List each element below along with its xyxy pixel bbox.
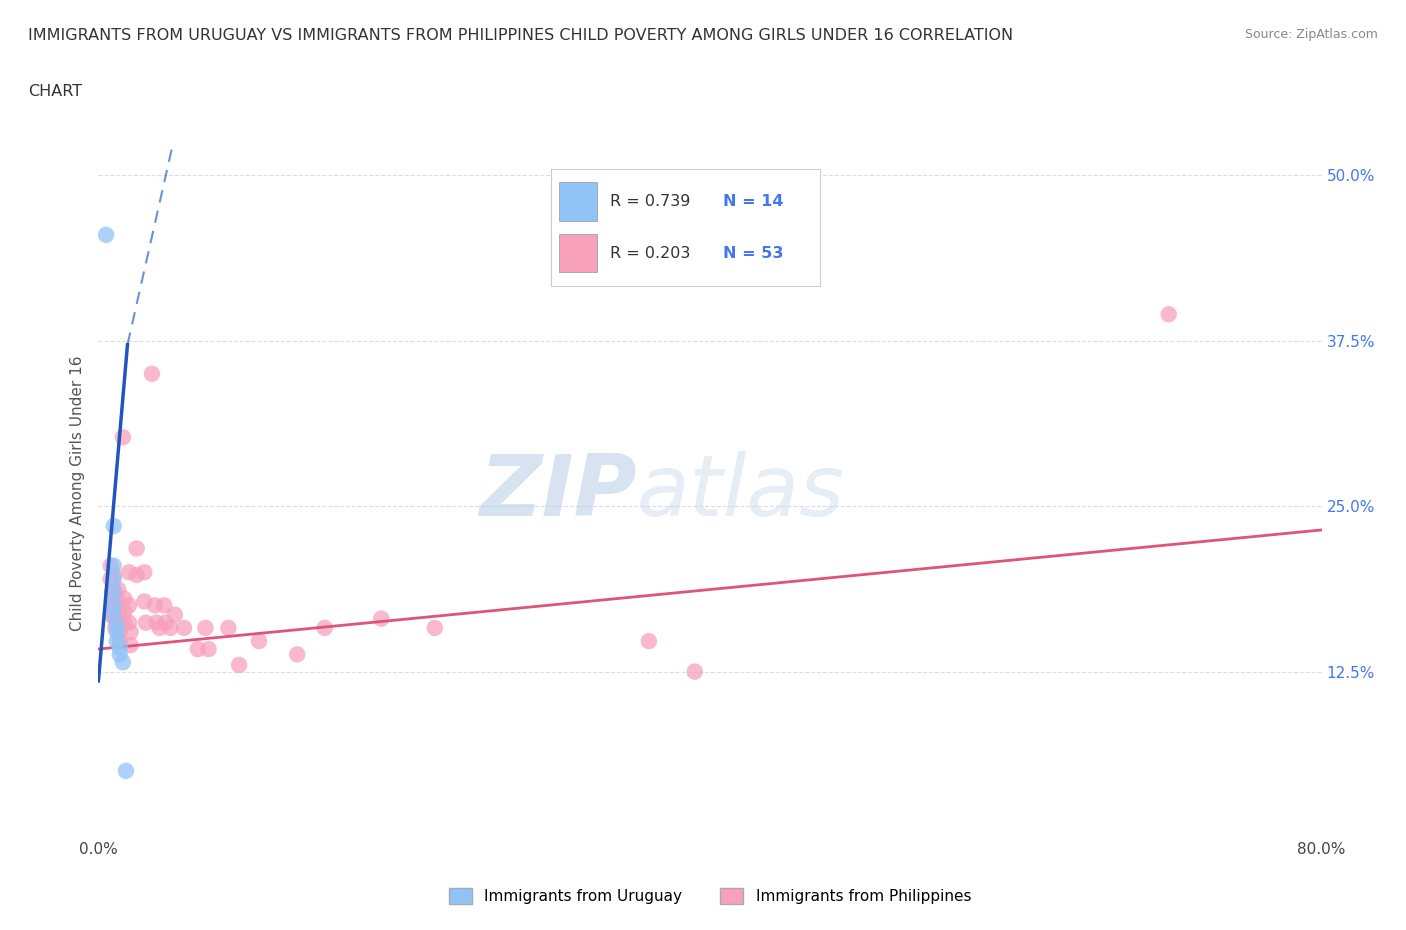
Point xyxy=(155,615,177,630)
Legend: Immigrants from Uruguay, Immigrants from Philippines: Immigrants from Uruguay, Immigrants from… xyxy=(441,881,979,912)
Point xyxy=(105,624,128,639)
Point xyxy=(118,598,141,613)
Point xyxy=(103,598,125,613)
Point xyxy=(112,615,135,630)
Point xyxy=(112,604,135,619)
Point xyxy=(108,641,131,656)
Point xyxy=(111,655,134,670)
Point xyxy=(104,602,127,617)
Point xyxy=(637,633,661,648)
Point xyxy=(285,647,308,662)
Point xyxy=(107,582,129,597)
Point xyxy=(135,615,157,630)
Point xyxy=(103,591,125,606)
Point xyxy=(103,607,125,622)
Point xyxy=(134,594,156,609)
Point xyxy=(112,591,135,606)
Point xyxy=(108,624,131,639)
Point xyxy=(105,633,128,648)
Point xyxy=(103,567,125,582)
Point xyxy=(153,598,176,613)
Point xyxy=(108,647,131,662)
Point xyxy=(187,642,209,657)
Point xyxy=(103,519,125,534)
Point xyxy=(111,430,134,445)
Point xyxy=(197,642,219,657)
Point xyxy=(423,620,446,635)
Point xyxy=(115,764,138,778)
Point xyxy=(134,565,156,579)
Point xyxy=(120,638,142,653)
Point xyxy=(118,615,141,630)
Point xyxy=(145,615,167,630)
Point xyxy=(217,620,239,635)
Point xyxy=(141,366,163,381)
Point xyxy=(683,664,706,679)
Y-axis label: Child Poverty Among Girls Under 16: Child Poverty Among Girls Under 16 xyxy=(70,355,86,631)
Point xyxy=(1157,307,1180,322)
Text: ZIP: ZIP xyxy=(479,451,637,535)
Point xyxy=(163,607,186,622)
Point xyxy=(103,572,125,587)
Point xyxy=(194,620,217,635)
Point xyxy=(173,620,195,635)
Point xyxy=(107,604,129,619)
Point xyxy=(103,585,125,600)
Point xyxy=(247,633,270,648)
Point xyxy=(314,620,336,635)
Point xyxy=(107,594,129,609)
Point xyxy=(101,598,124,613)
Point xyxy=(228,658,250,672)
Point xyxy=(159,620,181,635)
Text: atlas: atlas xyxy=(637,451,845,535)
Text: Source: ZipAtlas.com: Source: ZipAtlas.com xyxy=(1244,28,1378,41)
Point xyxy=(103,580,125,595)
Point xyxy=(101,608,124,623)
Point xyxy=(101,585,124,600)
Point xyxy=(103,558,125,573)
Point xyxy=(100,558,122,573)
Point xyxy=(149,620,172,635)
Point xyxy=(120,624,142,639)
Point xyxy=(105,618,128,632)
Text: IMMIGRANTS FROM URUGUAY VS IMMIGRANTS FROM PHILIPPINES CHILD POVERTY AMONG GIRLS: IMMIGRANTS FROM URUGUAY VS IMMIGRANTS FR… xyxy=(28,28,1014,43)
Point xyxy=(143,598,166,613)
Point xyxy=(108,633,131,648)
Point xyxy=(118,565,141,579)
Point xyxy=(370,611,392,626)
Text: CHART: CHART xyxy=(28,84,82,99)
Point xyxy=(108,615,131,630)
Point xyxy=(125,541,148,556)
Point xyxy=(104,611,127,626)
Point xyxy=(125,567,148,582)
Point xyxy=(104,620,127,635)
Point xyxy=(94,228,117,243)
Point xyxy=(100,572,122,587)
